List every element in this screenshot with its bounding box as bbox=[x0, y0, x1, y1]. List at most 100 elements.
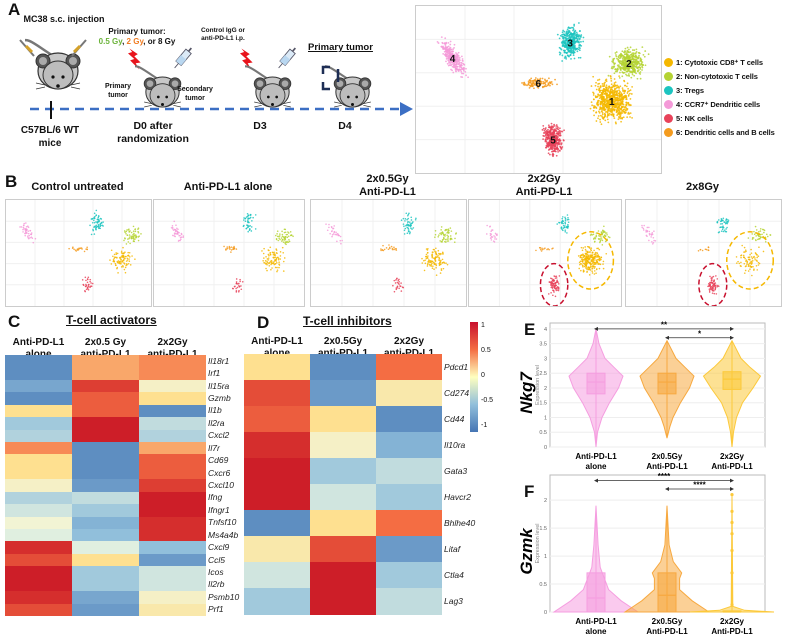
syringe-icon bbox=[19, 39, 35, 57]
significance-label: * bbox=[698, 329, 702, 338]
heatmap-cell bbox=[5, 404, 72, 418]
umap-cluster-5 bbox=[541, 122, 565, 158]
x-category-line: 2x0.5Gy bbox=[652, 452, 683, 461]
timepoint-d4: D4 bbox=[338, 120, 352, 132]
umap-cluster-5 bbox=[547, 275, 561, 298]
heatmap-cell bbox=[139, 466, 206, 480]
heatmap-cell bbox=[5, 392, 72, 406]
umap-cluster-3 bbox=[716, 217, 730, 234]
heatmap-cell bbox=[72, 417, 139, 431]
gene-label: Icos bbox=[208, 567, 224, 577]
significance-label: **** bbox=[658, 472, 671, 481]
heatmap-cell bbox=[139, 367, 206, 381]
dose-options: 0.5 Gy, 2 Gy, or 8 Gy bbox=[86, 37, 188, 47]
cluster-label: 2 bbox=[626, 59, 632, 70]
legend-label: 1: Cytotoxic CD8⁺ T cells bbox=[676, 58, 763, 67]
umap-cluster-5 bbox=[392, 277, 405, 293]
gene-label: Gata3 bbox=[444, 465, 468, 476]
heatmap-cell bbox=[310, 510, 376, 537]
heatmap-cell bbox=[139, 491, 206, 505]
heatmap-cell bbox=[310, 484, 376, 511]
heatmap-cell bbox=[72, 429, 139, 443]
heatmap-cell bbox=[310, 536, 376, 563]
heatmap-cell bbox=[5, 466, 72, 480]
umap-cluster-1 bbox=[735, 244, 765, 277]
heatmap-cell bbox=[310, 406, 376, 433]
colorbar-tick: 0 bbox=[481, 372, 485, 379]
highlight-circle-cd8 bbox=[726, 231, 774, 290]
y-tick-label: 0 bbox=[544, 445, 547, 451]
heatmap-cell bbox=[139, 417, 206, 431]
legend-swatch bbox=[664, 58, 673, 67]
gene-label: Ifng bbox=[208, 492, 223, 503]
heatmap-cell bbox=[72, 355, 139, 368]
umap-cluster-6 bbox=[223, 245, 238, 253]
heatmap-cell bbox=[244, 588, 310, 615]
outlier-point bbox=[730, 571, 734, 575]
y-tick-label: 2 bbox=[544, 386, 547, 392]
gene-label: Il10ra bbox=[444, 439, 466, 450]
heatmap-cell bbox=[72, 529, 139, 542]
heatmap-column-header: Anti-PD-L1 alone bbox=[12, 337, 65, 360]
outlier-point bbox=[730, 492, 734, 497]
heatmap-cell bbox=[376, 354, 442, 381]
umap-cluster-6 bbox=[521, 77, 558, 90]
gene-label: Prf1 bbox=[208, 604, 224, 615]
umap-plot-small bbox=[5, 199, 152, 307]
y-tick-label: 1.5 bbox=[539, 526, 547, 532]
primary-tumor-heading: Primary tumor: bbox=[108, 27, 166, 36]
heatmap-cell bbox=[139, 404, 206, 418]
gene-title: Gzmk bbox=[520, 527, 536, 575]
inhibitors-title: T-cell inhibitors bbox=[303, 314, 392, 328]
umap-cluster-4 bbox=[19, 222, 37, 244]
umap-plot-small bbox=[468, 199, 622, 307]
umap-cluster-3 bbox=[89, 209, 104, 236]
gene-label: Il1b bbox=[208, 405, 222, 416]
x-category-label: Anti-PD-L1 alone bbox=[575, 617, 617, 634]
y-axis-label: Expression level bbox=[535, 523, 541, 563]
x-category-line: 2x2Gy bbox=[720, 617, 745, 626]
legend-swatch bbox=[664, 114, 673, 123]
y-tick-label: 0 bbox=[544, 610, 547, 616]
heatmap-cell bbox=[72, 479, 139, 493]
heatmap-cell bbox=[72, 379, 139, 393]
dose-2: 2 Gy bbox=[126, 37, 144, 46]
heatmap-cell bbox=[244, 458, 310, 485]
legend-label: 3: Tregs bbox=[676, 86, 704, 95]
umap-cluster-1 bbox=[421, 247, 449, 276]
umap-title: Control untreated bbox=[31, 181, 124, 193]
colorbar-tick: 0.5 bbox=[481, 347, 491, 354]
syringe-icon bbox=[71, 39, 87, 57]
injection-label: MC38 s.c. injection bbox=[23, 14, 105, 24]
y-tick-label: 0.5 bbox=[539, 430, 547, 436]
heatmap-cell bbox=[376, 458, 442, 485]
cluster-label: 4 bbox=[450, 54, 456, 65]
legend-label: 5: NK cells bbox=[676, 114, 714, 123]
heatmap-cell bbox=[5, 367, 72, 381]
x-category-line: Anti-PD-L1 bbox=[711, 462, 753, 471]
heatmap-cell bbox=[5, 504, 72, 518]
heatmap-cell bbox=[310, 588, 376, 615]
legend-swatch bbox=[664, 86, 673, 95]
gene-title: Nkg7 bbox=[520, 371, 536, 414]
gene-label: Il2rb bbox=[208, 579, 225, 590]
heatmap-cell bbox=[72, 392, 139, 406]
umap-cluster-6 bbox=[697, 246, 710, 252]
cluster-label: 1 bbox=[609, 97, 615, 108]
y-tick-label: 2.5 bbox=[539, 371, 547, 377]
cluster-label: 3 bbox=[567, 39, 573, 50]
heatmap-cell bbox=[72, 516, 139, 530]
legend-label: 2: Non-cytotoxic T cells bbox=[676, 72, 758, 81]
umap-cluster-1 bbox=[589, 75, 634, 126]
legend-item: 1: Cytotoxic CD8⁺ T cells bbox=[664, 58, 786, 72]
gene-label: Ifngr1 bbox=[208, 504, 230, 515]
outlier-point bbox=[730, 548, 734, 553]
legend-label: 6: Dendritic cells and B cells bbox=[676, 128, 775, 137]
heatmap-cell bbox=[139, 454, 206, 468]
heatmap-cell bbox=[244, 406, 310, 433]
heatmap-cell bbox=[5, 442, 72, 455]
heatmap-cell bbox=[5, 379, 72, 393]
umap-cluster-2 bbox=[607, 46, 650, 80]
x-category-line: Anti-PD-L1 bbox=[646, 462, 688, 471]
